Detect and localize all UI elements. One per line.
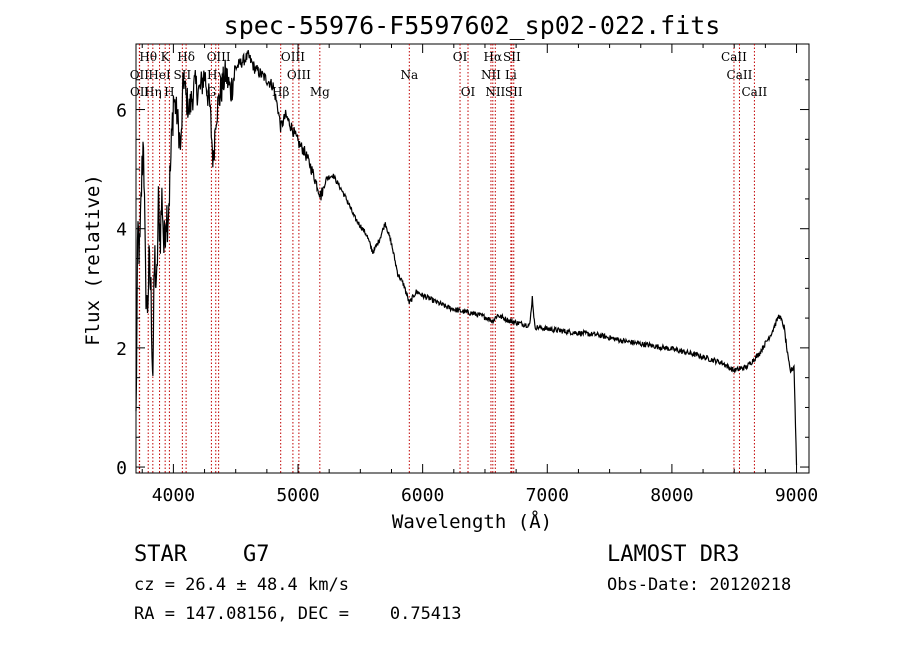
line-label: G [207, 85, 217, 99]
line-label: CaII [721, 50, 747, 64]
line-label: Hδ [177, 50, 195, 64]
line-label: OII [130, 68, 150, 82]
line-label: OI [453, 50, 468, 64]
y-tick-label: 0 [116, 458, 127, 479]
line-label: Li [505, 68, 517, 82]
redshift-readout: cz = 26.4 ± 48.4 km/s [134, 575, 349, 595]
spectral-line-markers [138, 44, 755, 473]
coordinates-readout: RA = 147.08156, DEC = 0.75413 [134, 604, 462, 624]
line-label: Na [400, 68, 418, 82]
observation-date: Obs-Date: 20120218 [607, 575, 791, 595]
line-label: OIII [287, 68, 311, 82]
spectrum-series [135, 50, 798, 466]
line-label: Mg [310, 85, 330, 99]
object-class: STAR [134, 542, 188, 567]
line-label: H [164, 85, 174, 99]
line-label: HeI [148, 68, 171, 82]
line-label: OII [130, 85, 150, 99]
x-tick-label: 4000 [152, 485, 195, 506]
line-label: CaII [741, 85, 767, 99]
line-label: OI [461, 85, 476, 99]
flux-line [135, 50, 798, 466]
chart-title: spec-55976-F5597602_sp02-022.fits [224, 11, 721, 40]
survey-name: LAMOST DR3 [607, 542, 739, 567]
line-label: NII [481, 68, 501, 82]
x-axis-label: Wavelength (Å) [392, 510, 552, 533]
line-label: SII [503, 50, 521, 64]
axis-ticks: 4000 5000 6000 7000 8000 9000 0 2 4 6 [116, 44, 818, 506]
line-label: CaII [727, 68, 753, 82]
line-label: SII [505, 85, 523, 99]
line-label: OIII [207, 50, 231, 64]
x-tick-label: 5000 [276, 485, 319, 506]
object-subclass: G7 [243, 542, 270, 567]
y-tick-label: 2 [116, 339, 127, 360]
line-label: Hα [484, 50, 503, 64]
line-label: Hθ [139, 50, 157, 64]
x-tick-label: 6000 [401, 485, 444, 506]
line-label: Hβ [272, 85, 289, 99]
line-label: K [161, 50, 171, 64]
y-axis-label: Flux (relative) [82, 174, 104, 346]
x-tick-label: 8000 [650, 485, 693, 506]
line-label: Hη [144, 85, 162, 99]
y-tick-label: 4 [116, 220, 127, 241]
line-label: OIII [281, 50, 305, 64]
x-tick-label: 7000 [526, 485, 569, 506]
line-label: NII [485, 85, 505, 99]
x-tick-label: 9000 [775, 485, 818, 506]
y-tick-label: 6 [116, 101, 127, 122]
plot-frame [135, 43, 810, 474]
